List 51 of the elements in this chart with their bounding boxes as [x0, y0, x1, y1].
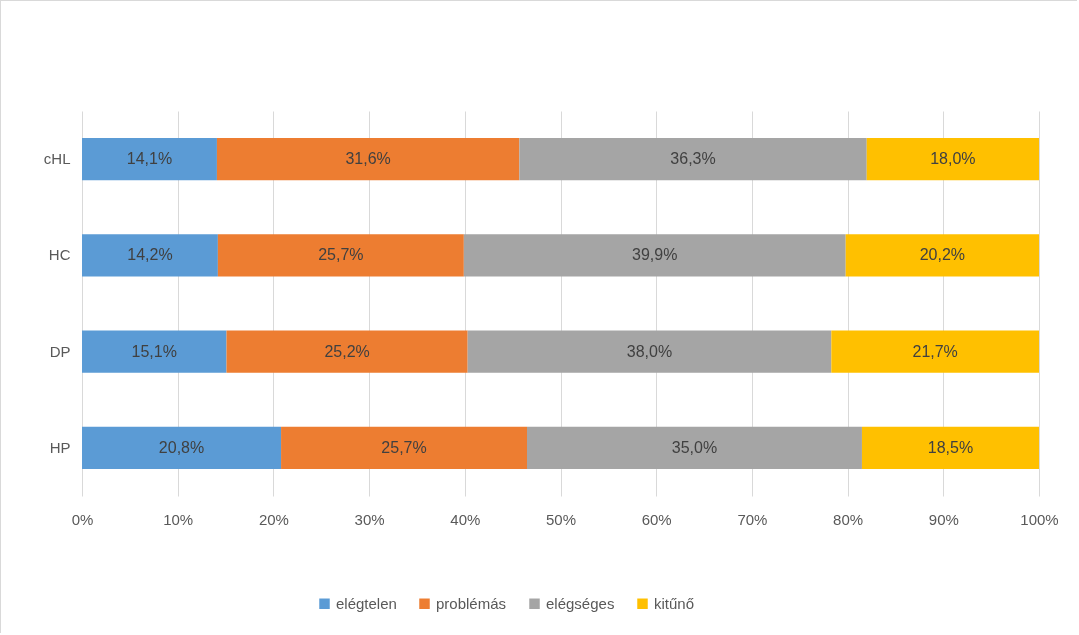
x-tick-label: 10% [163, 510, 194, 528]
data-label: 35,0% [671, 438, 718, 456]
bar [467, 330, 832, 373]
bar [527, 426, 862, 470]
y-tick-label: HP [49, 438, 71, 456]
x-tick-label: 0% [71, 510, 94, 528]
data-label: 20,2% [919, 246, 966, 264]
data-label: 18,0% [930, 150, 976, 168]
x-tick-label: 50% [545, 510, 577, 528]
data-label: 21,7% [912, 342, 958, 360]
bar [226, 330, 468, 373]
data-label: 14,2% [127, 246, 173, 264]
y-tick-label: HC [48, 246, 71, 264]
bar [82, 330, 227, 373]
data-label: 25,2% [324, 342, 370, 360]
x-tick-label: 100% [1020, 510, 1059, 528]
data-label: 31,6% [345, 150, 391, 168]
data-label: 20,8% [158, 438, 205, 456]
bar [217, 234, 464, 277]
x-tick-label: 80% [833, 510, 864, 528]
x-tick-label: 30% [354, 510, 385, 528]
data-label: 25,7% [381, 438, 427, 456]
data-label: 15,1% [131, 342, 177, 360]
bar [82, 426, 282, 470]
x-tick-label: 40% [450, 510, 481, 528]
y-tick-label: DP [49, 342, 71, 360]
bar [831, 330, 1039, 373]
data-label: 25,7% [318, 246, 364, 264]
legend-label: elégtelen [336, 594, 397, 612]
x-tick-label: 90% [928, 510, 959, 528]
data-label: 14,1% [126, 150, 173, 168]
legend-label: problémás [436, 594, 507, 612]
data-label: 38,0% [626, 342, 673, 360]
bar [216, 137, 520, 181]
bar [866, 137, 1039, 181]
legend-label: elégséges [546, 594, 615, 612]
data-label: 39,9% [632, 246, 678, 264]
data-label: 18,5% [927, 438, 974, 456]
x-tick-label: 70% [737, 510, 768, 528]
bar [845, 234, 1039, 277]
data-label: 36,3% [670, 150, 716, 168]
bar [281, 426, 528, 470]
bar [861, 426, 1039, 470]
x-tick-label: 20% [258, 510, 289, 528]
y-tick-label: cHL [43, 150, 71, 168]
bar [82, 137, 217, 181]
bar [463, 234, 846, 277]
legend-label: kitűnő [654, 594, 695, 612]
bar [82, 234, 218, 277]
x-tick-label: 60% [641, 510, 672, 528]
bar [519, 137, 867, 181]
